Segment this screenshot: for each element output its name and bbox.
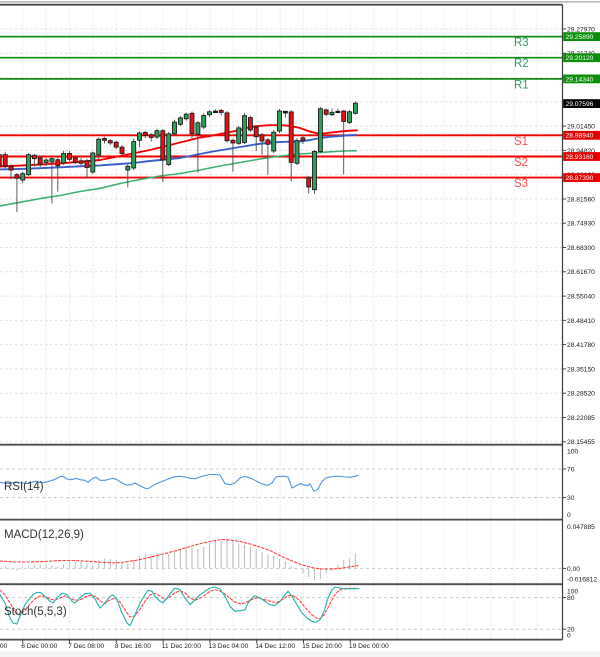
svg-text:28.61670: 28.61670 <box>567 269 595 276</box>
svg-text:0.00: 0.00 <box>567 566 580 573</box>
svg-text:15 Dec 20:00: 15 Dec 20:00 <box>302 643 342 650</box>
svg-text:28.22085: 28.22085 <box>567 415 595 422</box>
svg-text:14 Dec 12:00: 14 Dec 12:00 <box>255 643 295 650</box>
svg-text:29.01450: 29.01450 <box>567 124 595 131</box>
svg-text:29.20120: 29.20120 <box>566 55 594 62</box>
svg-text:28.81560: 28.81560 <box>567 196 595 203</box>
svg-text:S3: S3 <box>514 178 528 190</box>
svg-text:29.07596: 29.07596 <box>566 101 594 108</box>
svg-text:13 Dec 04:00: 13 Dec 04:00 <box>209 643 249 650</box>
svg-text:80: 80 <box>567 595 575 602</box>
svg-text:R2: R2 <box>514 58 529 70</box>
svg-text:28.35150: 28.35150 <box>567 366 595 373</box>
svg-text:28.94820: 28.94820 <box>567 148 595 155</box>
svg-text:7 Dec 08:00: 7 Dec 08:00 <box>68 643 104 650</box>
svg-text:28.15455: 28.15455 <box>567 439 595 446</box>
svg-text:19 Dec 00:00: 19 Dec 00:00 <box>349 643 389 650</box>
svg-text:30: 30 <box>567 495 575 502</box>
svg-text:100: 100 <box>567 448 578 455</box>
svg-text:S1: S1 <box>514 136 528 148</box>
svg-text:28.28520: 28.28520 <box>567 391 595 398</box>
svg-text:6 Dec 00:00: 6 Dec 00:00 <box>21 643 57 650</box>
svg-text:28.98940: 28.98940 <box>566 133 594 140</box>
svg-text:R3: R3 <box>514 37 529 49</box>
svg-text:28.93160: 28.93160 <box>566 154 594 161</box>
svg-text:Stoch(5,5,3): Stoch(5,5,3) <box>4 606 67 618</box>
svg-text::00: :00 <box>0 643 8 650</box>
svg-text:-0.016812: -0.016812 <box>567 577 597 584</box>
svg-text:28.41780: 28.41780 <box>567 342 595 349</box>
svg-text:RSI(14): RSI(14) <box>4 481 44 493</box>
svg-text:0.047885: 0.047885 <box>567 524 595 531</box>
svg-text:70: 70 <box>567 466 575 473</box>
svg-text:29.27970: 29.27970 <box>567 26 595 33</box>
svg-text:100: 100 <box>567 588 578 595</box>
svg-text:29.14340: 29.14340 <box>566 76 594 83</box>
svg-text:11 Dec 20:00: 11 Dec 20:00 <box>162 643 202 650</box>
svg-text:MACD(12,26,9): MACD(12,26,9) <box>4 529 84 541</box>
svg-text:28.87390: 28.87390 <box>566 175 594 182</box>
svg-text:28.48410: 28.48410 <box>567 318 595 325</box>
svg-text:29.25890: 29.25890 <box>566 34 594 41</box>
svg-text:8 Dec 16:00: 8 Dec 16:00 <box>115 643 151 650</box>
svg-text:28.55040: 28.55040 <box>567 294 595 301</box>
svg-text:28.68300: 28.68300 <box>567 245 595 252</box>
svg-text:20: 20 <box>567 627 575 634</box>
svg-text:0: 0 <box>567 512 571 519</box>
svg-text:S2: S2 <box>514 157 528 169</box>
svg-text:0: 0 <box>567 632 571 639</box>
svg-text:28.74930: 28.74930 <box>567 221 595 228</box>
svg-text:R1: R1 <box>514 79 529 91</box>
